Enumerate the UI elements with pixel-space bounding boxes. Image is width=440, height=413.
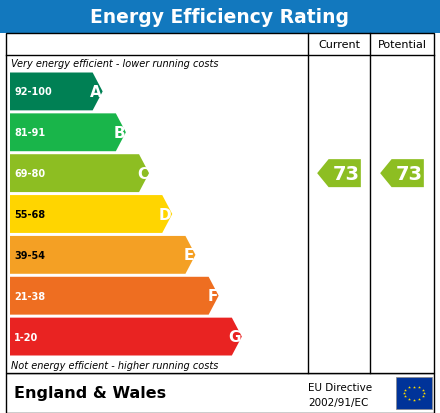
Text: A: A xyxy=(90,85,102,100)
Text: G: G xyxy=(228,329,241,344)
Polygon shape xyxy=(10,114,126,152)
Polygon shape xyxy=(10,236,195,274)
Text: Current: Current xyxy=(318,40,360,50)
Polygon shape xyxy=(10,155,149,192)
Text: E: E xyxy=(184,248,194,263)
Text: Potential: Potential xyxy=(378,40,426,50)
Text: 2002/91/EC: 2002/91/EC xyxy=(308,397,368,407)
Text: EU Directive: EU Directive xyxy=(308,382,372,392)
Text: 73: 73 xyxy=(333,164,360,183)
Polygon shape xyxy=(380,160,424,188)
Text: 39-54: 39-54 xyxy=(14,250,45,260)
Text: F: F xyxy=(207,289,218,304)
Text: 21-38: 21-38 xyxy=(14,291,45,301)
Polygon shape xyxy=(10,277,219,315)
Text: 81-91: 81-91 xyxy=(14,128,45,138)
Text: B: B xyxy=(113,126,125,140)
Polygon shape xyxy=(10,196,172,233)
Text: Energy Efficiency Rating: Energy Efficiency Rating xyxy=(91,7,349,26)
Text: Not energy efficient - higher running costs: Not energy efficient - higher running co… xyxy=(11,360,218,370)
Bar xyxy=(0,0,440,34)
Text: 73: 73 xyxy=(396,164,423,183)
Text: 55-68: 55-68 xyxy=(14,209,45,219)
Text: Very energy efficient - lower running costs: Very energy efficient - lower running co… xyxy=(11,59,219,69)
Text: D: D xyxy=(159,207,171,222)
Polygon shape xyxy=(10,74,103,111)
Bar xyxy=(6,34,434,373)
Text: England & Wales: England & Wales xyxy=(14,386,166,401)
Polygon shape xyxy=(317,160,361,188)
Text: C: C xyxy=(137,166,148,181)
Text: 92-100: 92-100 xyxy=(14,87,52,97)
Bar xyxy=(6,373,434,413)
Polygon shape xyxy=(10,318,242,356)
Text: 1-20: 1-20 xyxy=(14,332,38,342)
Bar xyxy=(396,377,432,409)
Text: 69-80: 69-80 xyxy=(14,169,45,179)
